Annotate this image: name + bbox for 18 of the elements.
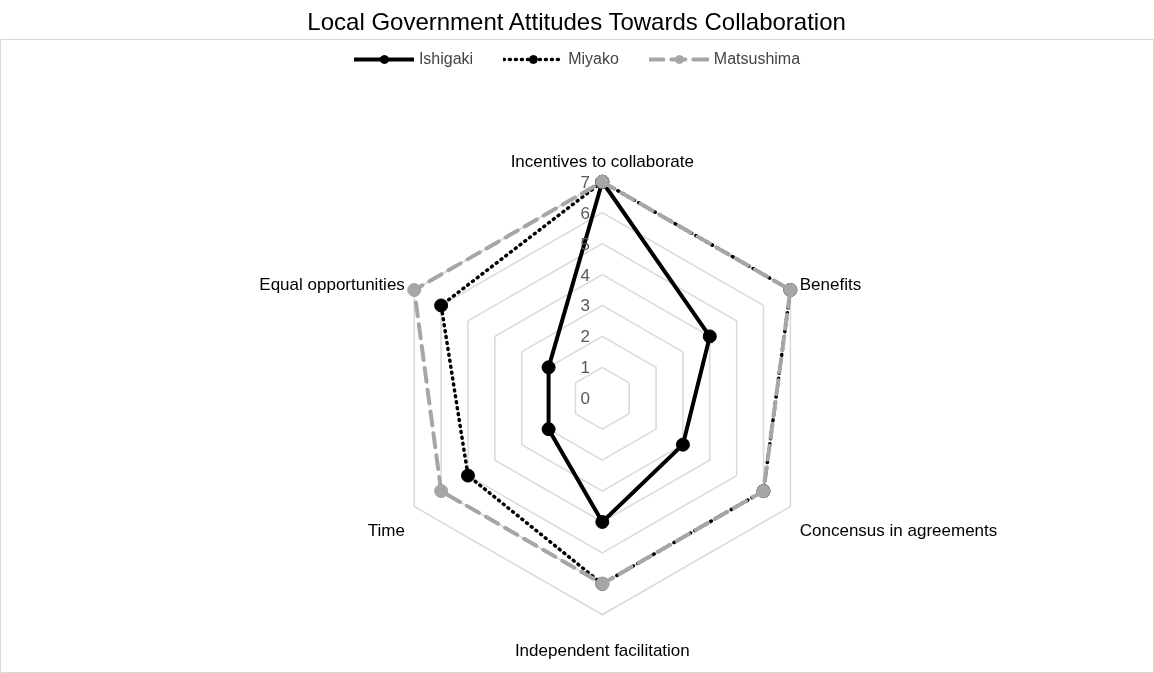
- legend-label: Ishigaki: [418, 50, 474, 68]
- spoke-label: Equal opportunities: [259, 275, 405, 295]
- spoke-label: Benefits: [799, 275, 862, 295]
- y-tick-label: 0: [580, 389, 590, 409]
- y-tick-label: 3: [580, 296, 590, 316]
- y-tick-label: 4: [580, 265, 590, 285]
- spoke-label: Time: [367, 520, 405, 540]
- y-tick-label: 7: [580, 172, 590, 192]
- y-tick-label: 5: [580, 234, 590, 254]
- spoke-label: Incentives to collaborate: [510, 151, 694, 171]
- legend-label: Matsushima: [713, 50, 801, 68]
- spoke-label: Independent facilitation: [514, 641, 690, 661]
- chart-title: Local Government Attitudes Towards Collaboration: [307, 7, 846, 35]
- y-tick-label: 6: [580, 203, 590, 223]
- y-tick-label: 1: [580, 358, 590, 378]
- legend-label: Miyako: [568, 50, 619, 68]
- spoke-label: Concensus in agreements: [799, 520, 998, 540]
- y-tick-label: 2: [580, 327, 590, 347]
